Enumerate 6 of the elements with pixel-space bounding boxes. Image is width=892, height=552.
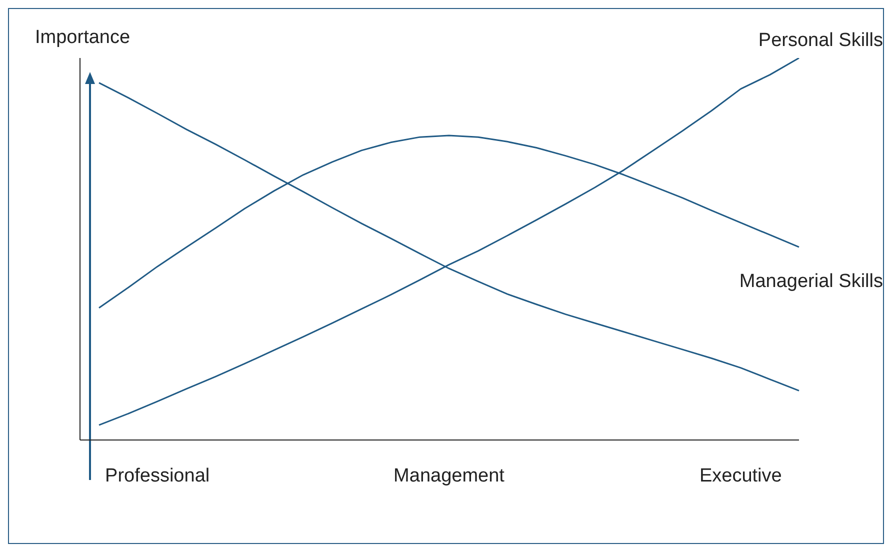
series-label: Managerial Skills [739, 271, 883, 292]
series-label: Personal Skills [758, 30, 883, 51]
x-tick-label: Management [394, 465, 506, 486]
x-tick-label: Professional [105, 465, 210, 486]
x-tick-label: Executive [699, 465, 782, 486]
y-axis-title: Importance [35, 27, 130, 49]
